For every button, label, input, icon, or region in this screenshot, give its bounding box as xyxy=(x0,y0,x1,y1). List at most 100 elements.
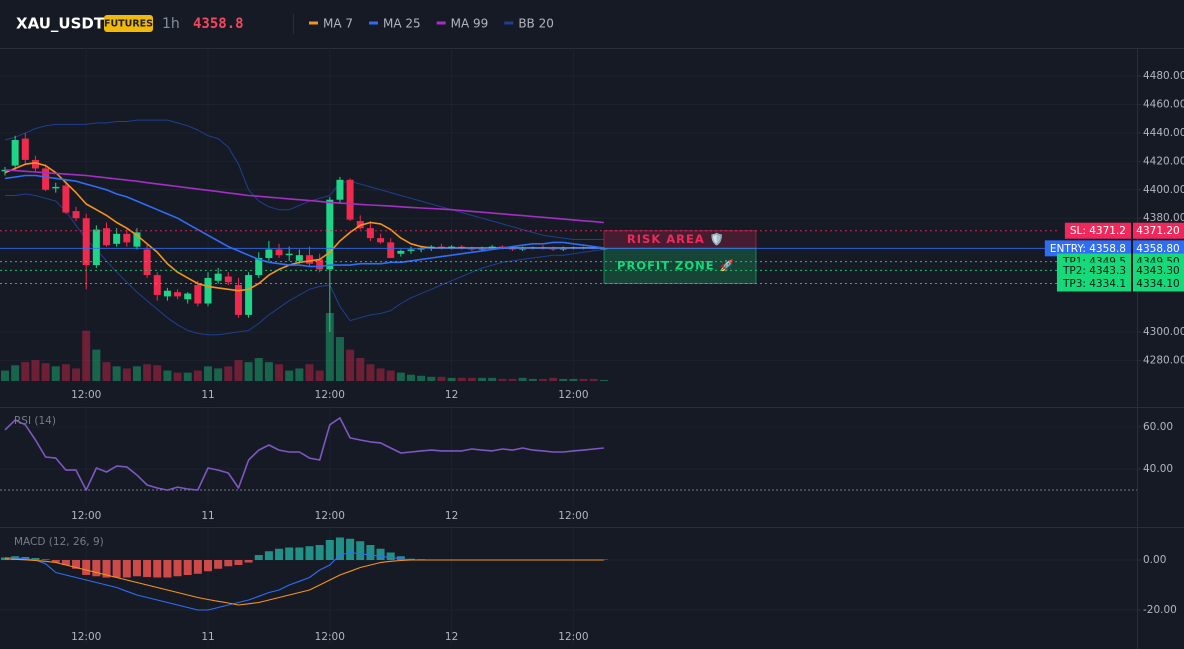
header: XAU_USDT FUTURES 1h 4358.8 MA 7 MA 25 MA 9… xyxy=(16,14,554,34)
histogram-bar xyxy=(407,558,415,560)
y-tick-label: 40.00 xyxy=(1143,463,1173,475)
volume-bar xyxy=(224,366,233,381)
bollinger-upper xyxy=(4,119,604,240)
volume-bar xyxy=(569,378,578,381)
candle-body xyxy=(306,255,313,264)
candle-body xyxy=(214,273,222,281)
histogram-bar xyxy=(31,558,40,560)
candle-body xyxy=(275,249,283,256)
y-tick-label: 4420.00 xyxy=(1143,155,1184,167)
histogram-bar xyxy=(376,548,385,560)
zone-label: RISK AREA 🛡️ xyxy=(627,232,725,246)
volume-bar xyxy=(193,370,202,381)
histogram-bar xyxy=(214,560,223,569)
volume-bar xyxy=(61,364,70,381)
volume-bar xyxy=(21,362,30,381)
x-tick-label: 11 xyxy=(201,631,214,643)
price-level-value-box xyxy=(1133,240,1184,257)
price-level-value-box xyxy=(1133,262,1184,279)
symbol: XAU_USDT xyxy=(16,15,105,33)
candle-body xyxy=(42,168,50,190)
histogram-bar xyxy=(153,560,162,578)
candle-body xyxy=(387,242,395,259)
histogram-bar xyxy=(244,560,253,563)
volume-bar xyxy=(305,364,314,381)
candle-body xyxy=(326,199,334,270)
price-level-value: 4334.10 xyxy=(1136,278,1179,290)
legend-label[interactable]: MA 25 xyxy=(383,17,421,31)
histogram-bar xyxy=(386,552,395,560)
volume-bar xyxy=(549,377,558,381)
volume-bar xyxy=(285,370,294,381)
volume-bar xyxy=(183,372,192,381)
x-tick-label: 12:00 xyxy=(71,631,101,643)
histogram-bar xyxy=(396,556,405,560)
pane-title: MACD (12, 26, 9) xyxy=(14,536,104,548)
volume-bar xyxy=(295,368,304,381)
price-level-value-box xyxy=(1133,222,1184,239)
histogram-bar xyxy=(51,560,60,563)
histogram-bar xyxy=(264,551,273,560)
volume-bar xyxy=(102,362,111,381)
histogram-bar xyxy=(366,545,375,560)
volume-bar xyxy=(366,364,375,381)
candle-body xyxy=(184,293,192,300)
legend-label[interactable]: BB 20 xyxy=(518,17,554,31)
price-level-label-box xyxy=(1056,262,1131,279)
histogram-bar xyxy=(285,547,294,560)
legend-label[interactable]: MA 99 xyxy=(451,17,489,31)
volume-bar xyxy=(579,378,588,381)
price-level-label-box xyxy=(1056,275,1131,292)
volume-bar xyxy=(335,337,344,381)
volume-bar xyxy=(143,364,152,381)
histogram-bar xyxy=(82,560,91,575)
volume-bar xyxy=(589,378,598,381)
volume-bar xyxy=(478,377,487,381)
x-tick-label: 11 xyxy=(201,510,214,522)
price-level-value: 4343.30 xyxy=(1136,265,1179,277)
volume-bar xyxy=(204,366,212,381)
price-level-label-box xyxy=(1044,240,1131,257)
pane-title: RSI (14) xyxy=(14,415,56,427)
histogram-bar xyxy=(305,546,314,560)
candle-body xyxy=(377,238,385,243)
moving-average xyxy=(4,169,604,224)
candle-body xyxy=(174,292,182,297)
volume-bar xyxy=(325,313,334,381)
histogram-bar xyxy=(132,560,141,577)
candle-body xyxy=(11,140,19,166)
histogram-bar xyxy=(1,557,9,560)
candle-body xyxy=(397,250,405,254)
interval[interactable]: 1h xyxy=(162,16,180,32)
volume-bar xyxy=(214,368,223,381)
volume-bar xyxy=(518,377,527,381)
price-level-value: 4371.20 xyxy=(1136,225,1179,237)
volume-bar xyxy=(132,366,141,381)
legend-label[interactable]: MA 7 xyxy=(323,17,353,31)
volume-bar xyxy=(51,366,60,381)
histogram-bar xyxy=(193,560,202,574)
candle-body xyxy=(194,285,202,304)
x-tick-label: 12:00 xyxy=(315,389,345,401)
x-tick-label: 12:00 xyxy=(71,389,101,401)
volume-bar xyxy=(112,366,121,381)
y-tick-label: 4400.00 xyxy=(1143,184,1184,196)
candle-body xyxy=(113,233,121,244)
volume-bar xyxy=(559,378,568,381)
volume-bar xyxy=(386,370,395,381)
histogram-bar xyxy=(61,560,70,565)
badge-background xyxy=(104,15,153,32)
candle-body xyxy=(133,232,141,247)
histogram-bar xyxy=(112,560,121,578)
volume-bar xyxy=(488,377,497,381)
volume-bar xyxy=(92,349,101,381)
candle-body xyxy=(21,138,29,160)
volume-bar xyxy=(11,365,20,381)
candle-body xyxy=(153,275,161,295)
price-level-label: TP2: 4343.3 xyxy=(1062,265,1126,277)
volume-bar xyxy=(346,349,355,381)
y-tick-label: 4440.00 xyxy=(1143,127,1184,139)
histogram-bar xyxy=(204,560,212,572)
volume-bar xyxy=(599,379,608,381)
